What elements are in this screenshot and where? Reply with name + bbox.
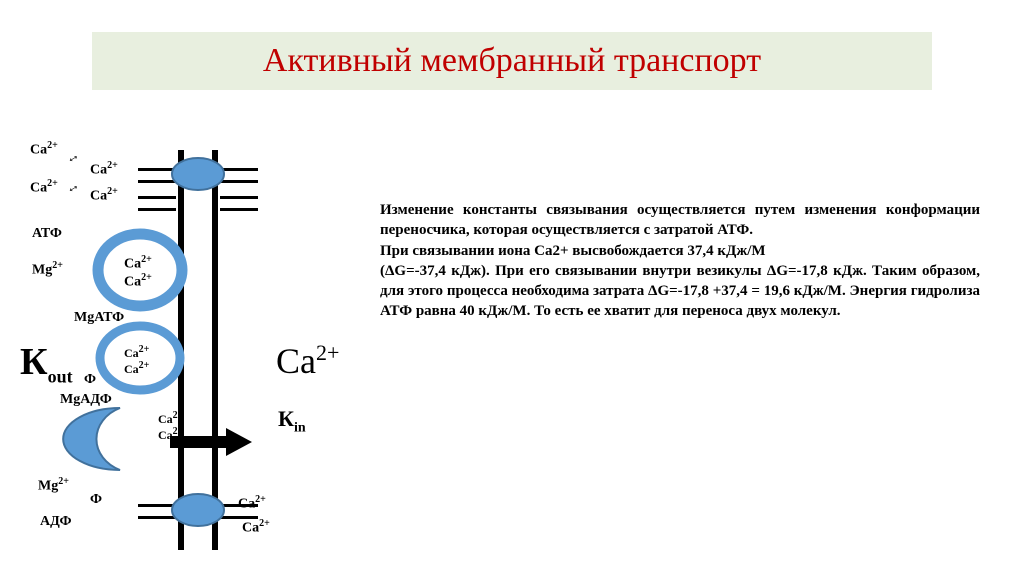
ca-label: Ca2+ bbox=[30, 178, 58, 197]
ca-label: Ca2+ bbox=[158, 426, 183, 443]
description-text: Изменение константы связывания осуществл… bbox=[380, 200, 980, 322]
ca-label: Ca2+ bbox=[30, 140, 58, 159]
mg-label: Mg2+ bbox=[38, 476, 69, 495]
ca-label: Ca2+ bbox=[124, 254, 152, 273]
paragraph-content: Изменение константы связывания осуществл… bbox=[380, 202, 980, 319]
phi-label: Ф bbox=[84, 372, 96, 388]
ca-label: Ca2+ bbox=[124, 360, 149, 377]
mgadp-label: MgАДФ bbox=[60, 392, 112, 408]
page-title: Активный мембранный транспорт bbox=[263, 42, 761, 80]
ca-label: Ca2+ bbox=[124, 272, 152, 291]
ca-label: Ca2+ bbox=[238, 494, 266, 513]
membrane-diagram: Ca2+ ↔ Ca2+ ↔ Ca2+ Ca2+ АТФ Mg2+ Ca2+ Ca… bbox=[20, 130, 360, 550]
ca-label: Ca2+ bbox=[242, 518, 270, 537]
ca-label: Ca2+ bbox=[90, 160, 118, 179]
atp-label: АТФ bbox=[32, 226, 62, 242]
ca-label: Ca2+ bbox=[124, 344, 149, 361]
title-bar: Активный мембранный транспорт bbox=[92, 32, 932, 90]
phi-label: Ф bbox=[90, 492, 102, 508]
mgatp-label: MgАТФ bbox=[74, 310, 124, 326]
ca-label: Ca2+ bbox=[90, 186, 118, 205]
k-out-label: Кout bbox=[20, 340, 73, 388]
adp-label: АДФ bbox=[40, 514, 72, 530]
big-ca-label: Ca2+ bbox=[276, 340, 339, 382]
ca-label: Ca2+ bbox=[158, 410, 183, 427]
mg-label: Mg2+ bbox=[32, 260, 63, 279]
k-in-label: Кin bbox=[278, 406, 306, 436]
